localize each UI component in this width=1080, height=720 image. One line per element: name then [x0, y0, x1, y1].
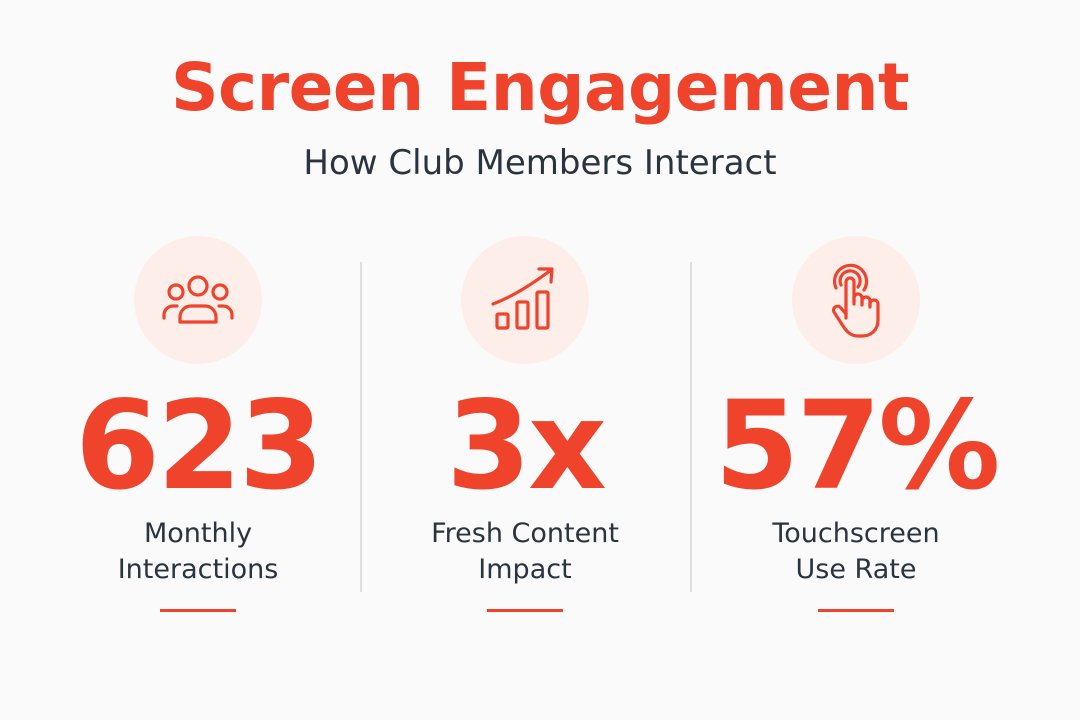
stat-label-line: Interactions — [117, 554, 279, 585]
page-title: Screen Engagement — [170, 49, 910, 126]
stat-label: Fresh Content Impact — [375, 516, 675, 588]
stat-label-line: Impact — [478, 554, 572, 585]
touch-tap-icon — [792, 236, 920, 364]
stat-underline — [818, 609, 894, 612]
stat-label-line: Touchscreen — [772, 518, 940, 549]
stat-value: 57% — [714, 375, 1000, 517]
stat-label-line: Monthly — [143, 518, 253, 549]
stat-underline — [487, 609, 563, 612]
stat-label-line: Fresh Content — [431, 518, 619, 549]
users-group-icon — [134, 236, 262, 364]
page-subtitle: How Club Members Interact — [303, 143, 777, 183]
stat-monthly-interactions: 623 Monthly Interactions — [48, 236, 348, 626]
stat-value: 3x — [446, 375, 607, 517]
stat-fresh-content-impact: 3x Fresh Content Impact — [375, 236, 675, 626]
stat-touchscreen-use-rate: 57% Touchscreen Use Rate — [706, 236, 1006, 626]
stat-label-line: Use Rate — [795, 554, 917, 585]
column-divider-2 — [690, 262, 692, 592]
stat-label: Monthly Interactions — [48, 516, 348, 588]
stat-label: Touchscreen Use Rate — [706, 516, 1006, 588]
stat-underline — [160, 609, 236, 612]
column-divider-1 — [360, 262, 362, 592]
bar-chart-growth-icon — [461, 236, 589, 364]
stat-value: 623 — [75, 375, 324, 517]
